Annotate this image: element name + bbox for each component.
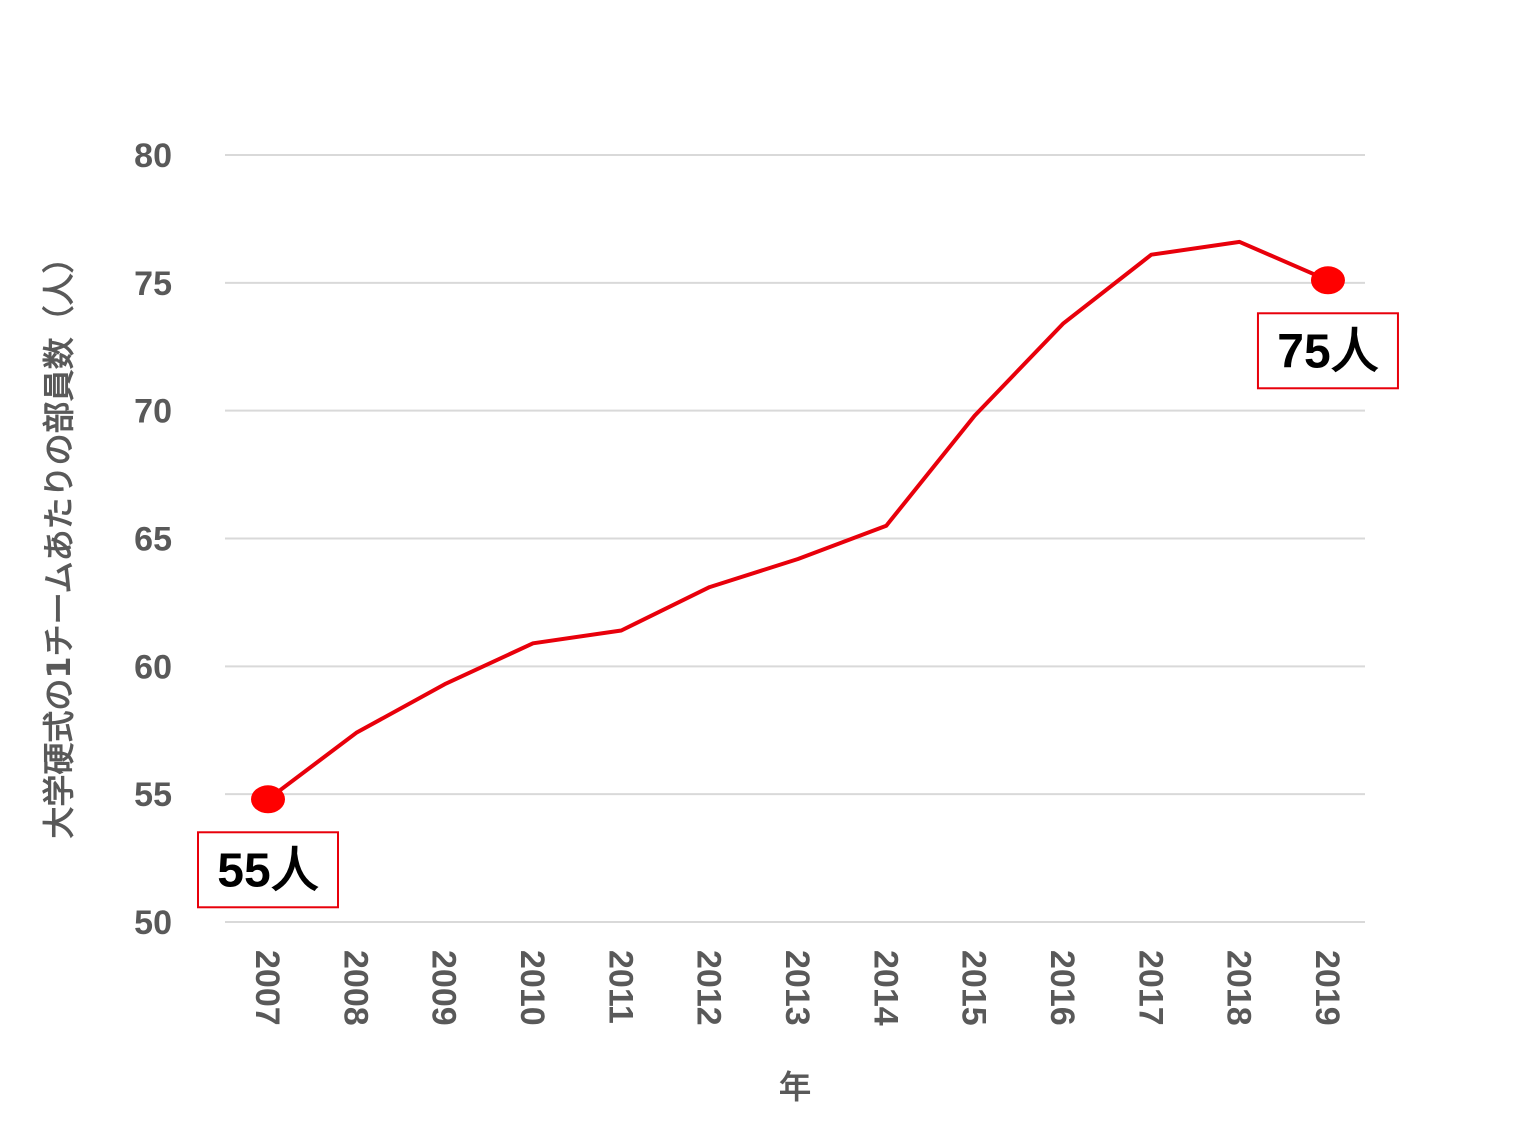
x-axis-title: 年 — [779, 1068, 811, 1106]
x-tick-label: 2018 — [1220, 950, 1258, 1026]
y-tick-label: 55 — [134, 776, 172, 814]
y-tick-label: 75 — [134, 265, 172, 303]
x-tick-label: 2013 — [778, 950, 816, 1026]
callout-label: 75人 — [1277, 325, 1378, 378]
y-tick-label: 65 — [134, 521, 172, 559]
gridlines — [225, 154, 1365, 923]
y-tick-labels: 50 55 60 65 70 75 80 — [134, 137, 172, 942]
x-tick-label: 2009 — [425, 950, 463, 1026]
x-tick-label: 2007 — [248, 950, 286, 1026]
y-tick-label: 50 — [134, 904, 172, 942]
x-tick-label: 2015 — [955, 950, 993, 1026]
callouts: 55人 75人 — [197, 266, 1399, 909]
x-tick-label: 2014 — [866, 950, 904, 1026]
callout-box — [197, 831, 339, 909]
data-point-marker — [251, 785, 285, 814]
y-tick-label: 80 — [134, 137, 172, 175]
x-tick-label: 2008 — [336, 950, 374, 1026]
x-tick-label: 2019 — [1308, 950, 1346, 1026]
x-tick-label: 2012 — [690, 950, 728, 1026]
y-tick-label: 70 — [134, 393, 172, 431]
callout-box — [1256, 312, 1399, 390]
series-line — [266, 239, 1329, 801]
callout-label: 55人 — [217, 844, 318, 897]
series-polyline — [266, 239, 1329, 801]
y-tick-label: 60 — [134, 648, 172, 686]
x-tick-label: 2016 — [1043, 950, 1081, 1026]
x-tick-label: 2010 — [513, 950, 551, 1026]
x-tick-label: 2011 — [601, 950, 639, 1024]
x-tick-label: 2017 — [1131, 950, 1169, 1026]
y-axis-title: 大学硬式の1チームあたりの部員数（人） — [40, 241, 78, 838]
x-tick-labels: 2007 2008 2009 2010 2011 2012 2013 2014 2015 2016… — [248, 950, 1346, 1026]
data-point-marker — [1310, 266, 1345, 295]
